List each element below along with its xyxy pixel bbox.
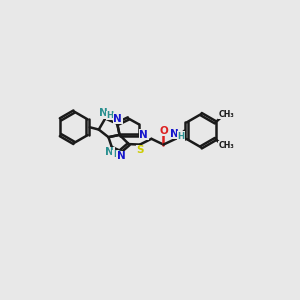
Text: N: N [140,130,148,140]
Text: N: N [117,151,126,161]
Text: H: H [113,150,120,159]
Text: N: N [170,129,179,139]
Text: H: H [177,131,184,140]
Text: CH₃: CH₃ [218,110,234,119]
Text: H: H [106,111,113,120]
Text: N: N [106,147,114,158]
Text: CH₃: CH₃ [218,142,234,151]
Text: N: N [113,114,122,124]
Text: O: O [160,126,168,136]
Text: S: S [136,145,144,155]
Text: N: N [99,108,108,118]
